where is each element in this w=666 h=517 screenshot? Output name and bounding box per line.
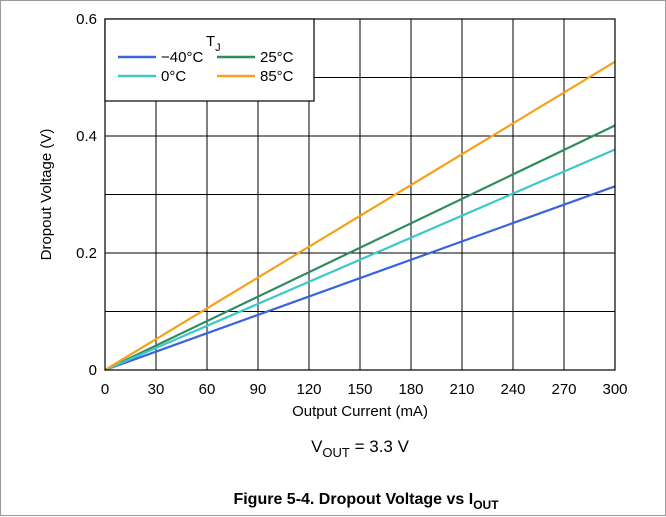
- legend-label: 25°C: [260, 49, 294, 66]
- condition-rest: = 3.3 V: [350, 437, 410, 456]
- legend-box: [104, 18, 315, 102]
- x-tick-label: 60: [199, 381, 216, 398]
- x-tick-label: 120: [296, 381, 321, 398]
- legend-title-sub: J: [215, 42, 221, 54]
- caption-sub: OUT: [473, 498, 499, 512]
- y-axis-label: Dropout Voltage (V): [38, 129, 55, 261]
- x-tick-label: 210: [449, 381, 474, 398]
- x-tick-label: 180: [398, 381, 423, 398]
- series-lines: [104, 60, 616, 372]
- plot-area-border: [104, 18, 616, 371]
- y-tick-label: 0.2: [76, 245, 97, 262]
- x-tick-label: 270: [551, 381, 576, 398]
- series-line: [104, 185, 616, 372]
- grid: [105, 19, 615, 370]
- condition-sub: OUT: [322, 445, 350, 460]
- x-tick-label: 150: [347, 381, 372, 398]
- y-tick-label: 0.6: [76, 11, 97, 28]
- series-line: [104, 148, 616, 372]
- legend-title-main: T: [206, 33, 215, 50]
- y-tick-label: 0: [89, 362, 97, 379]
- caption-main: Figure 5-4. Dropout Voltage vs I: [233, 491, 473, 508]
- x-tick-label: 300: [602, 381, 627, 398]
- condition-label: VOUT = 3.3 V: [311, 437, 410, 460]
- x-tick-label: 30: [148, 381, 165, 398]
- legend-label: 85°C: [260, 68, 294, 85]
- series-line: [104, 124, 616, 371]
- x-tick-label: 240: [500, 381, 525, 398]
- x-tick-label: 0: [101, 381, 109, 398]
- x-axis-label: Output Current (mA): [292, 403, 428, 420]
- legend-label: −40°C: [161, 49, 203, 66]
- condition-main: V: [311, 437, 323, 456]
- figure-caption: Figure 5-4. Dropout Voltage vs IOUT: [233, 491, 499, 512]
- tick-labels: 0 30 60 90 120 150 180 210 240 270 300 0 0.2 0.4 0.6: [76, 11, 627, 398]
- series-line: [104, 60, 616, 371]
- y-tick-label: 0.4: [76, 128, 97, 145]
- legend-title: TJ: [206, 33, 221, 54]
- legend: TJ −40°C 25°C 0°C 85°C: [104, 18, 315, 102]
- x-tick-label: 90: [250, 381, 267, 398]
- legend-items: −40°C 25°C 0°C 85°C: [118, 49, 294, 85]
- legend-label: 0°C: [161, 68, 186, 85]
